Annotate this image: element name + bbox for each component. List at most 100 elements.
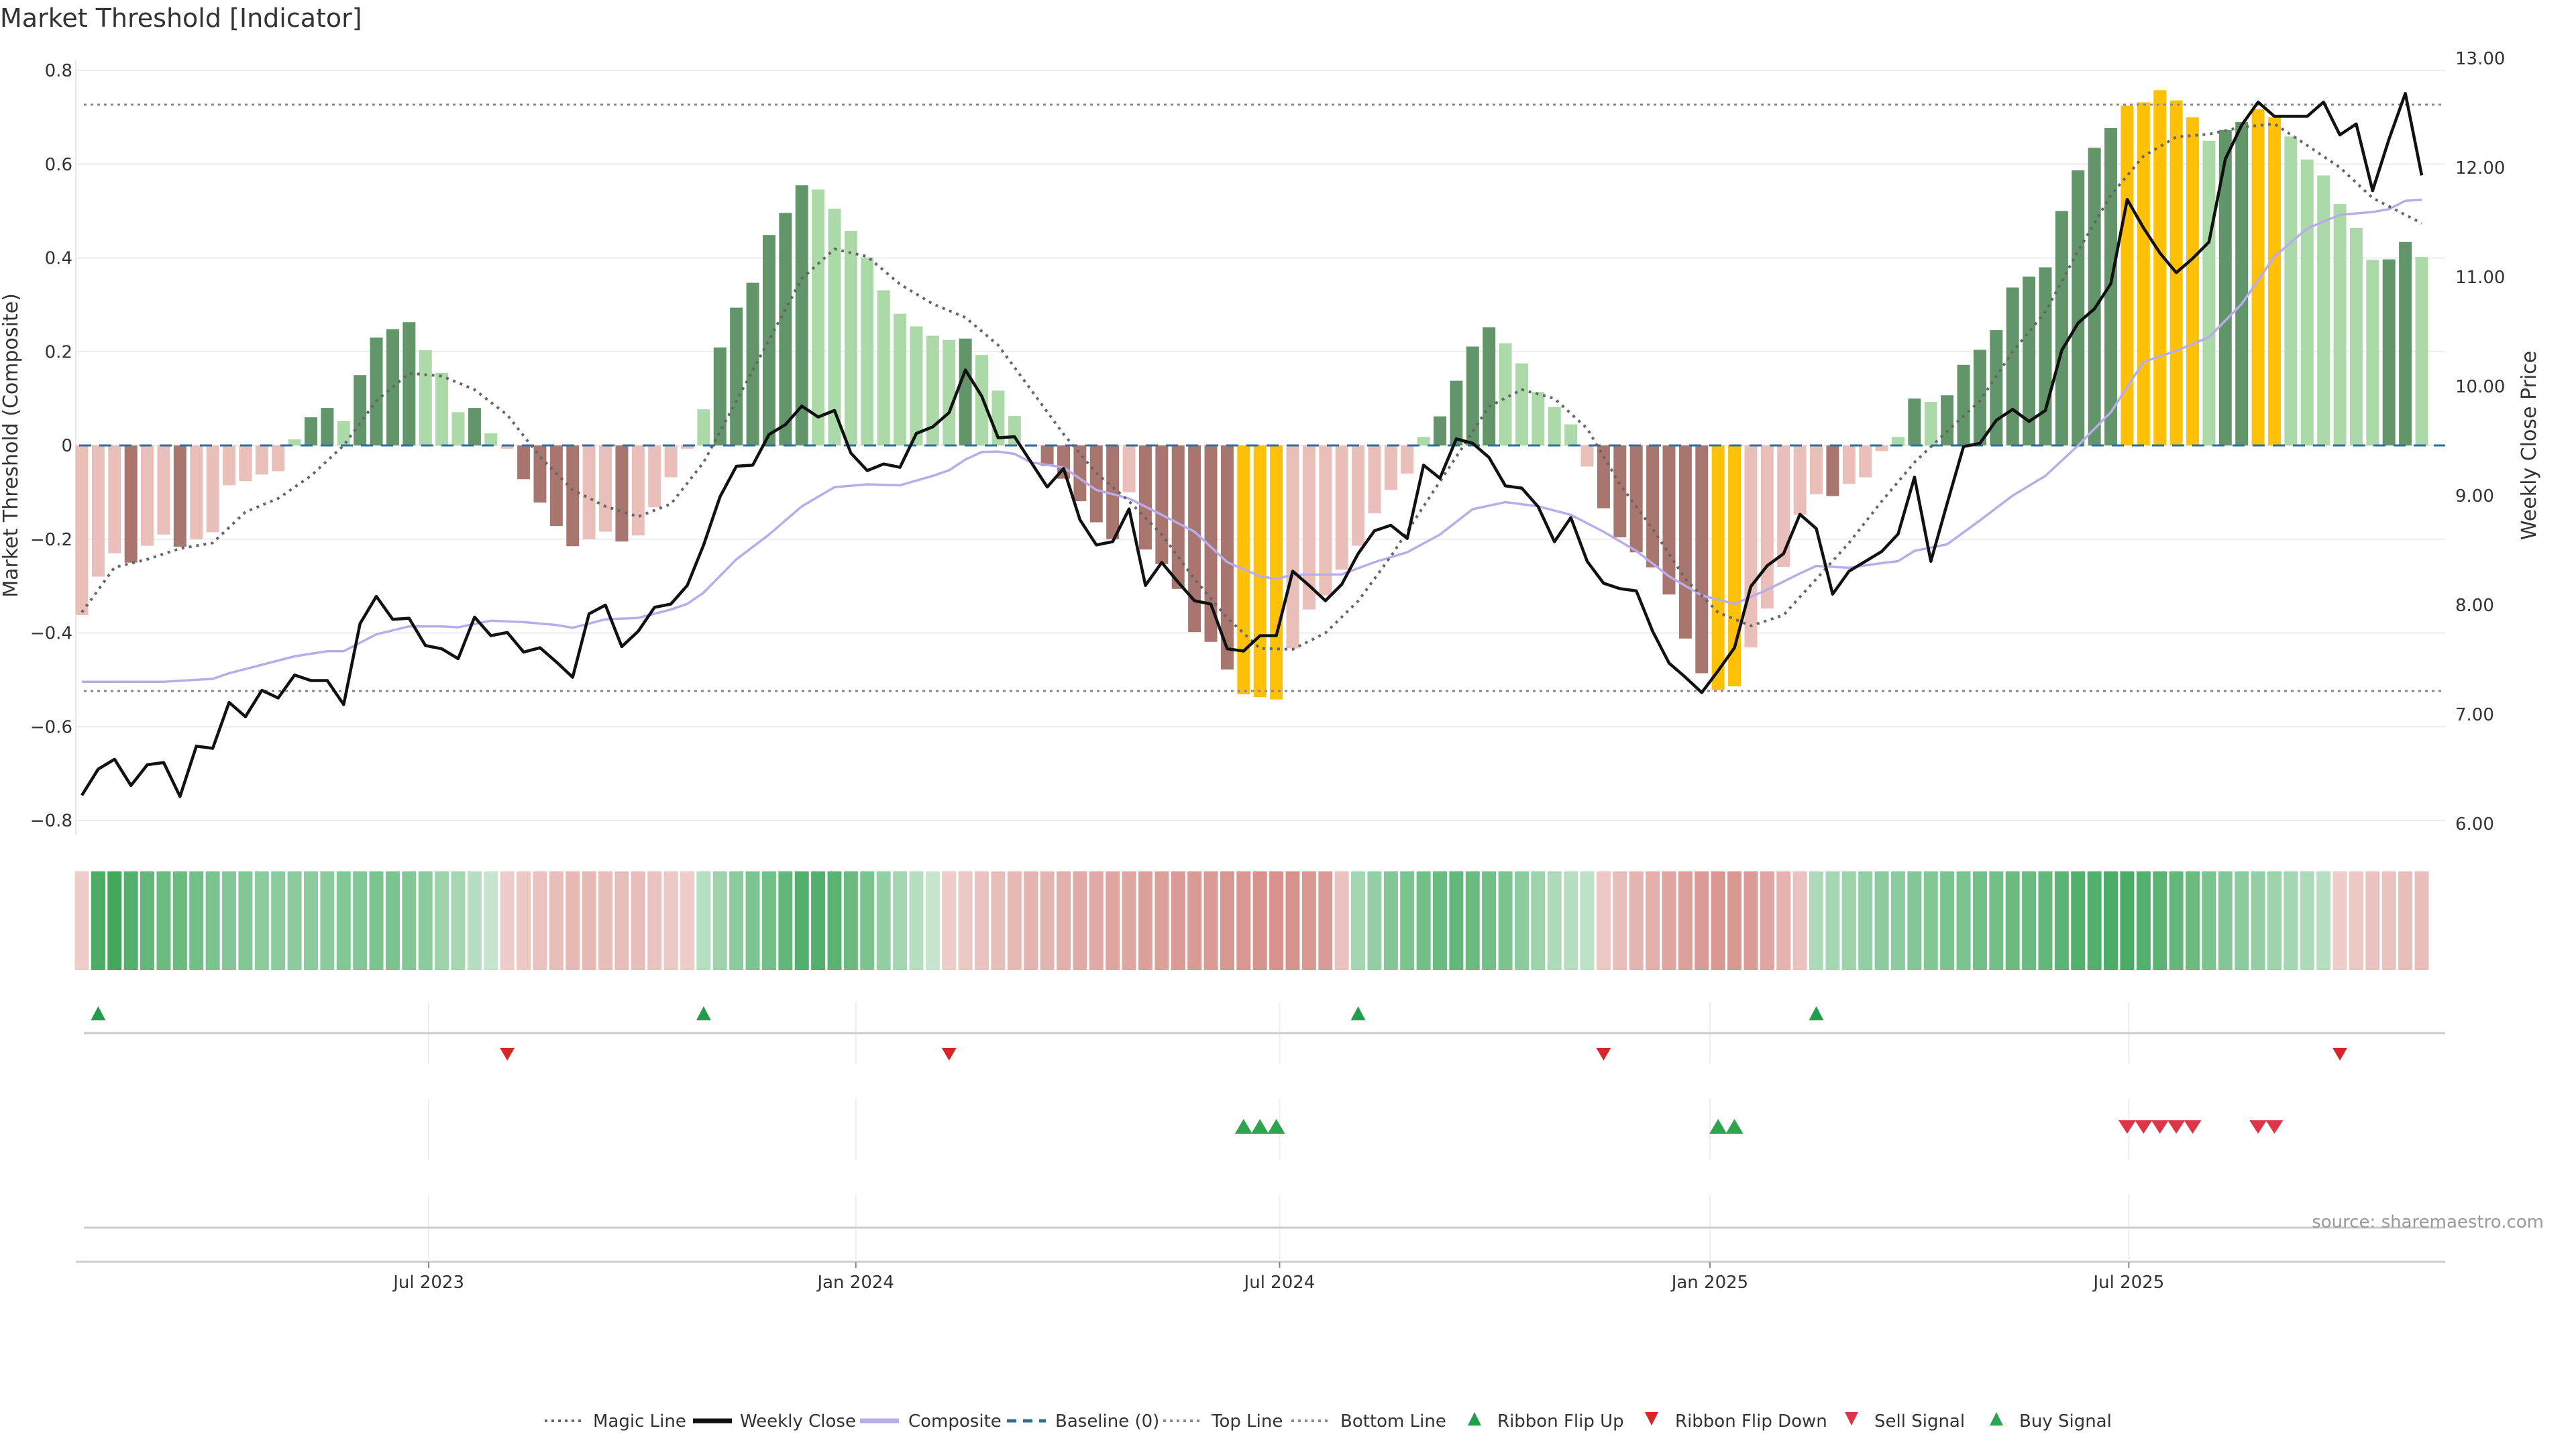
- composite-bar: [730, 307, 743, 445]
- weekly-close-line: [80, 91, 2424, 798]
- legend-label: Sell Signal: [1874, 1411, 1965, 1432]
- ribbon-cell: [1989, 871, 2004, 970]
- ribbon-cell: [876, 871, 891, 970]
- ribbon-cell: [925, 871, 940, 970]
- legend-marker-icon: [1468, 1412, 1481, 1426]
- composite-bar: [1368, 445, 1381, 514]
- composite-bar: [1106, 445, 1120, 539]
- ribbon-cell: [975, 871, 989, 970]
- ribbon-cell: [1285, 871, 1300, 970]
- ribbon-cell: [860, 871, 875, 970]
- composite-bar: [582, 445, 596, 539]
- buy-signal-marker: [1709, 1119, 1727, 1134]
- ribbon-cell: [761, 871, 776, 970]
- y-tick-label: −0.2: [30, 530, 72, 550]
- ribbon-cell: [2235, 871, 2249, 970]
- y-tick-label: 0.2: [45, 342, 72, 362]
- composite-bar: [631, 445, 645, 536]
- composite-bar: [648, 445, 661, 508]
- ribbon-cell: [418, 871, 433, 970]
- ribbon-cell: [172, 871, 187, 970]
- magic-line: [80, 122, 2422, 651]
- composite-bar: [959, 338, 972, 445]
- left-axis-title: Market Threshold (Composite): [0, 293, 23, 598]
- composite-bar: [943, 339, 956, 445]
- x-tick-label: Jul 2024: [1243, 1273, 1316, 1293]
- composite-bar: [1466, 346, 1479, 445]
- ribbon-cell: [1073, 871, 1087, 970]
- composite-bar: [1842, 445, 1856, 484]
- y2-tick-label: 7.00: [2455, 705, 2494, 725]
- composite-bar: [2137, 102, 2150, 445]
- x-axis: Jul 2023 Jan 2024 Jul 2024 Jan 2025 Jul 2025: [76, 1260, 2445, 1293]
- y2-tick-label: 9.00: [2455, 486, 2494, 506]
- ribbon-cell: [2349, 871, 2363, 970]
- y2-tick-label: 13.00: [2455, 49, 2505, 69]
- ribbon-cell: [2398, 871, 2413, 970]
- ribbon-cell: [1841, 871, 1856, 970]
- ribbon-flip-up-marker: [91, 1006, 106, 1020]
- ribbon-cell: [1858, 871, 1873, 970]
- composite-bar: [2186, 117, 2200, 445]
- composite-bar: [1711, 445, 1725, 690]
- ribbon-cell: [647, 871, 662, 970]
- composite-bar: [1548, 407, 1561, 445]
- composite-bar: [2267, 117, 2281, 445]
- ribbon-cell: [2300, 871, 2314, 970]
- ribbon-cell: [1727, 871, 1742, 970]
- ribbon-cell: [2022, 871, 2037, 970]
- y2-tick-label: 12.00: [2455, 158, 2505, 178]
- ribbon-cell: [1089, 871, 1104, 970]
- ribbon-cell: [353, 871, 368, 970]
- ribbon-cell: [254, 871, 269, 970]
- ribbon-cell: [1351, 871, 1366, 970]
- ribbon-cell: [1433, 871, 1448, 970]
- ribbon-cell: [140, 871, 155, 970]
- composite-bar: [1924, 402, 1937, 445]
- ribbon-cell: [1122, 871, 1136, 970]
- composite-bar: [517, 445, 531, 480]
- composite-bar: [75, 445, 89, 615]
- composite-bar: [1483, 327, 1496, 445]
- ribbon-cell: [696, 871, 711, 970]
- composite-bar: [1515, 363, 1528, 445]
- composite-bar: [124, 445, 138, 563]
- composite-bar: [1695, 445, 1709, 674]
- ribbon-cell: [484, 871, 498, 970]
- ribbon-cell: [467, 871, 482, 970]
- composite-bar: [1073, 445, 1087, 502]
- ribbon-cell: [517, 871, 531, 970]
- ribbon-cell: [1187, 871, 1202, 970]
- composite-bar: [321, 408, 334, 445]
- ribbon-cell: [1695, 871, 1709, 970]
- y2-tick-label: 6.00: [2455, 814, 2494, 835]
- ribbon-cell: [1236, 871, 1251, 970]
- ribbon-cell: [1792, 871, 1807, 970]
- legend-label: Baseline (0): [1055, 1411, 1159, 1432]
- ribbon-flip-up-marker: [696, 1006, 711, 1020]
- legend-label: Bottom Line: [1340, 1411, 1446, 1432]
- composite-bar: [386, 329, 399, 445]
- ribbon-cell: [74, 871, 89, 970]
- legend-marker-icon: [1845, 1412, 1858, 1426]
- ribbon-cell: [1907, 871, 1922, 970]
- series-lines: [80, 91, 2424, 798]
- composite-bar: [2218, 129, 2232, 445]
- y-tick-label: 0.8: [45, 61, 72, 81]
- ribbon-cell: [811, 871, 826, 970]
- composite-bar: [1138, 445, 1152, 550]
- composite-bar: [1646, 445, 1660, 568]
- buy-signal-marker: [1725, 1119, 1743, 1134]
- ribbon-cell: [549, 871, 564, 970]
- ribbon-cell: [402, 871, 417, 970]
- composite-bar: [435, 372, 449, 445]
- ribbon-cell: [1269, 871, 1284, 970]
- left-axis-ticks: 0.8 0.6 0.4 0.2 0 −0.2 −0.4 −0.6 −0.8: [30, 61, 72, 831]
- x-tick-label: Jan 2025: [1670, 1273, 1749, 1293]
- right-axis-ticks: 13.00 12.00 11.00 10.00 9.00 8.00 7.00 6.00: [2455, 49, 2505, 835]
- composite-bar: [762, 235, 775, 445]
- y2-tick-label: 11.00: [2455, 268, 2505, 288]
- ribbon-cell: [598, 871, 613, 970]
- signal-panels: [84, 1002, 2445, 1260]
